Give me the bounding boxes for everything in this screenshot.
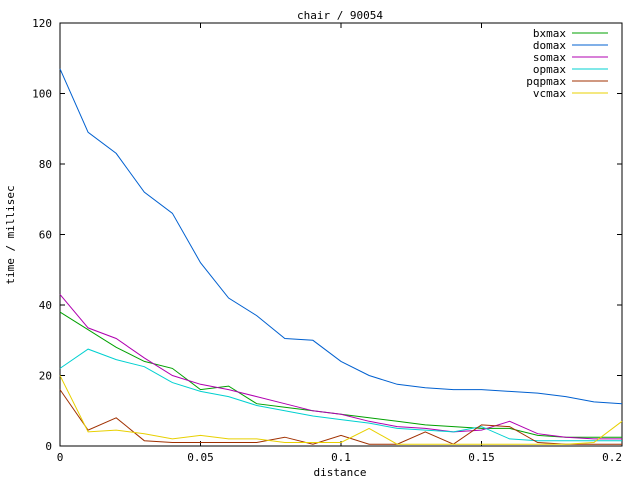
chart-title: chair / 90054 (297, 9, 383, 22)
y-tick-label: 120 (32, 17, 52, 30)
legend-label-domax: domax (533, 39, 566, 52)
x-tick-label: 0.15 (468, 451, 495, 464)
x-tick-label: 0.2 (602, 451, 622, 464)
legend-label-vcmax: vcmax (533, 87, 566, 100)
y-tick-label: 100 (32, 88, 52, 101)
x-tick-label: 0.1 (331, 451, 351, 464)
series-line-domax (59, 68, 623, 405)
legend-label-opmax: opmax (533, 63, 566, 76)
y-axis-label: time / millisec (4, 185, 17, 284)
series-lines (59, 68, 623, 445)
series-line-somax (59, 294, 622, 440)
series-line-vcmax (59, 375, 623, 445)
x-tick-label: 0 (57, 451, 64, 464)
legend-label-somax: somax (533, 51, 566, 64)
y-tick-label: 40 (39, 299, 52, 312)
x-tick-label: 0.05 (187, 451, 214, 464)
x-axis-label: distance (314, 466, 367, 479)
series-line-bxmax (59, 311, 622, 438)
x-axis: 0 0.05 0.1 0.15 0.2 (57, 23, 623, 464)
y-axis: 0 20 40 60 80 100 120 (32, 17, 622, 453)
series-line-opmax (59, 348, 622, 442)
y-tick-label: 20 (39, 370, 52, 383)
legend-label-pqpmax: pqpmax (526, 75, 566, 88)
y-tick-label: 60 (39, 229, 52, 242)
legend-label-bxmax: bxmax (533, 27, 566, 40)
y-tick-label: 80 (39, 158, 52, 171)
series-line-pqpmax (59, 389, 622, 445)
y-tick-label: 0 (45, 440, 52, 453)
